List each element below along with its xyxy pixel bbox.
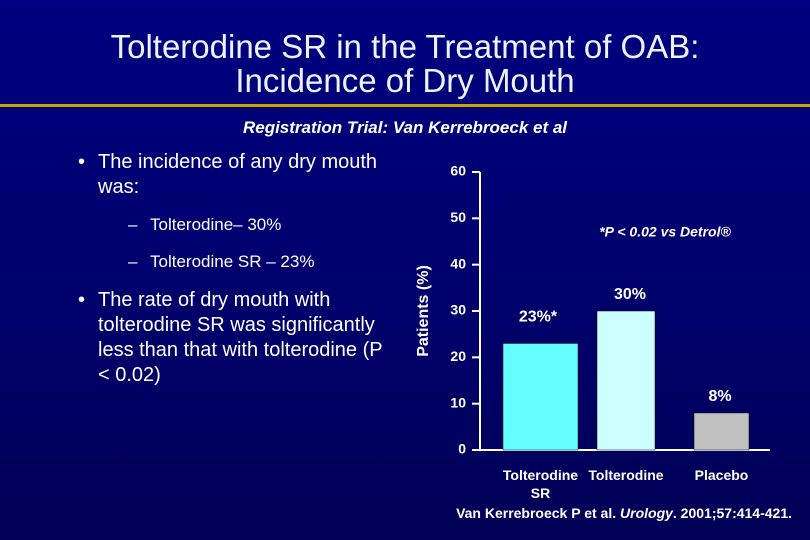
source: Van Kerrebroeck P et al. Urology. 2001;5… xyxy=(456,505,792,521)
source-text: . 2001;57:414-421. xyxy=(672,505,792,521)
y-tick-label: 20 xyxy=(450,348,466,364)
value-label: 23%* xyxy=(519,309,558,326)
bullet-text: The rate of dry mouth with tolterodine S… xyxy=(98,289,383,386)
x-tick-label: Placebo xyxy=(694,467,749,483)
title-line: Tolterodine SR in the Treatment of OAB: xyxy=(110,28,700,65)
y-axis-label: Patients (%) xyxy=(415,265,432,357)
source-text: Van Kerrebroeck P et al. xyxy=(456,505,621,521)
bullet: The rate of dry mouth with tolterodine S… xyxy=(78,288,388,388)
sub-bullet: Tolterodine– 30% xyxy=(98,212,388,237)
subtitle: Registration Trial: Van Kerrebroeck et a… xyxy=(242,118,568,137)
bar xyxy=(502,343,579,451)
source-journal: Urology xyxy=(620,505,673,521)
bar xyxy=(596,310,656,451)
y-tick-label: 40 xyxy=(450,255,466,271)
title-line: Incidence of Dry Mouth xyxy=(235,62,575,99)
bullet: The incidence of any dry mouth was: Tolte… xyxy=(78,150,388,274)
value-label: 30% xyxy=(614,286,646,303)
value-label: 8% xyxy=(708,388,731,405)
annotation: *P < 0.02 vs Detrol® xyxy=(599,224,731,240)
bar xyxy=(693,412,750,451)
y-tick-label: 30 xyxy=(450,302,466,318)
y-tick-label: 50 xyxy=(450,209,466,225)
bullet-list: The incidence of any dry mouth was: Tolte… xyxy=(78,150,388,402)
y-tick-label: 0 xyxy=(458,441,466,457)
x-tick-label: Tolterodine SR xyxy=(502,467,579,501)
x-tick-label: Tolterodine xyxy=(588,467,664,483)
title-rule xyxy=(0,104,810,107)
slide-title: Tolterodine SR in the Treatment of OAB: … xyxy=(0,30,810,98)
y-tick-label: 60 xyxy=(450,163,466,179)
sub-bullet: Tolterodine SR – 23% xyxy=(98,249,388,274)
y-tick-label: 10 xyxy=(450,394,466,410)
bullet-text: The incidence of any dry mouth was: xyxy=(98,151,378,198)
